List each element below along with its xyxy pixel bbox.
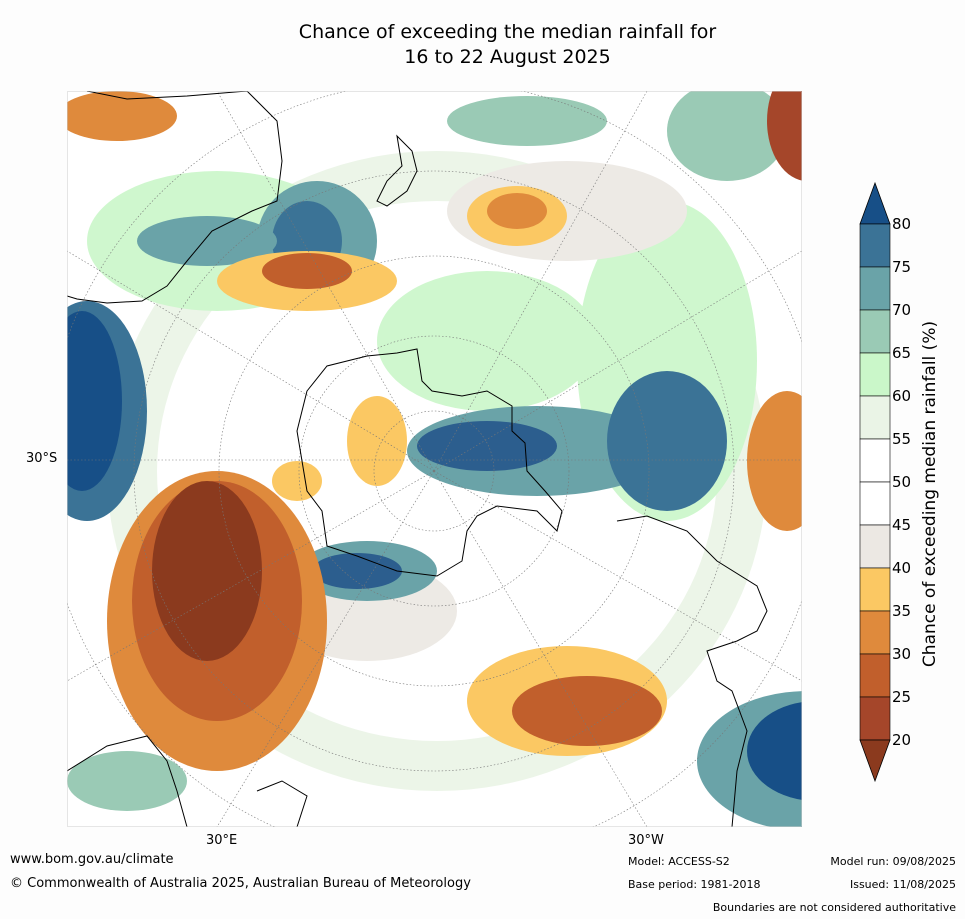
colorbar-tick-label: 35 bbox=[892, 602, 912, 620]
colorbar-swatch bbox=[859, 610, 891, 655]
longitude-label-west: 30°W bbox=[628, 833, 664, 848]
colorbar-tick-label: 30 bbox=[892, 645, 912, 663]
colorbar-swatch bbox=[859, 567, 891, 612]
colorbar-swatch bbox=[859, 481, 891, 526]
longitude-label-east: 30°E bbox=[206, 833, 238, 848]
title-line-2: 16 to 22 August 2025 bbox=[404, 46, 611, 68]
colorbar-tick-label: 25 bbox=[892, 688, 912, 706]
coastlines bbox=[67, 91, 768, 827]
colorbar-tick-label: 45 bbox=[892, 516, 912, 534]
dry-anomalies bbox=[67, 91, 802, 771]
colorbar-swatch bbox=[859, 653, 891, 698]
south-america-outline bbox=[616, 515, 768, 827]
website-link[interactable]: www.bom.gov.au/climate bbox=[10, 852, 174, 867]
map-frame bbox=[67, 91, 802, 827]
issued-date: Issued: 11/08/2025 bbox=[849, 878, 956, 891]
new-zealand-outline bbox=[376, 134, 418, 207]
colorbar-tick-label: 60 bbox=[892, 387, 912, 405]
colorbar-swatch bbox=[859, 266, 891, 311]
colorbar-tick-label: 50 bbox=[892, 473, 912, 491]
colorbar-label: Chance of exceeding median rainfall (%) bbox=[920, 320, 940, 668]
colorbar-swatch bbox=[859, 395, 891, 440]
colorbar-swatch bbox=[859, 438, 891, 483]
colorbar-swatch bbox=[859, 223, 891, 268]
colorbar-tick-label: 40 bbox=[892, 559, 912, 577]
colorbar-tick-label: 20 bbox=[892, 731, 912, 749]
australia-outline bbox=[67, 91, 283, 304]
rainfall-map bbox=[67, 91, 802, 827]
colorbar-tick-label: 80 bbox=[892, 215, 912, 233]
colorbar-tick-label: 65 bbox=[892, 344, 912, 362]
colorbar-tick-label: 70 bbox=[892, 301, 912, 319]
colorbar-swatch bbox=[859, 352, 891, 397]
colorbar bbox=[859, 181, 891, 783]
map-title: Chance of exceeding the median rainfall … bbox=[0, 20, 965, 70]
antarctica-outline bbox=[296, 348, 563, 577]
model-name: Model: ACCESS-S2 bbox=[628, 855, 730, 868]
colorbar-extend-min bbox=[859, 739, 891, 783]
madagascar-outline bbox=[256, 780, 308, 827]
boundary-disclaimer: Boundaries are not considered authoritat… bbox=[712, 901, 956, 914]
colorbar-tick-label: 75 bbox=[892, 258, 912, 276]
model-run-date: Model run: 09/08/2025 bbox=[830, 855, 956, 868]
colorbar-tick-label: 55 bbox=[892, 430, 912, 448]
graticule bbox=[67, 91, 802, 827]
latitude-label: 30°S bbox=[26, 451, 58, 466]
colorbar-swatch bbox=[859, 309, 891, 354]
title-line-1: Chance of exceeding the median rainfall … bbox=[298, 21, 717, 43]
wet-anomalies bbox=[67, 91, 802, 827]
colorbar-swatch bbox=[859, 524, 891, 569]
copyright-text: © Commonwealth of Australia 2025, Austra… bbox=[10, 876, 471, 891]
africa-outline bbox=[67, 735, 188, 827]
colorbar-extend-max bbox=[859, 181, 891, 225]
colorbar-swatch bbox=[859, 696, 891, 741]
base-period: Base period: 1981-2018 bbox=[628, 878, 761, 891]
